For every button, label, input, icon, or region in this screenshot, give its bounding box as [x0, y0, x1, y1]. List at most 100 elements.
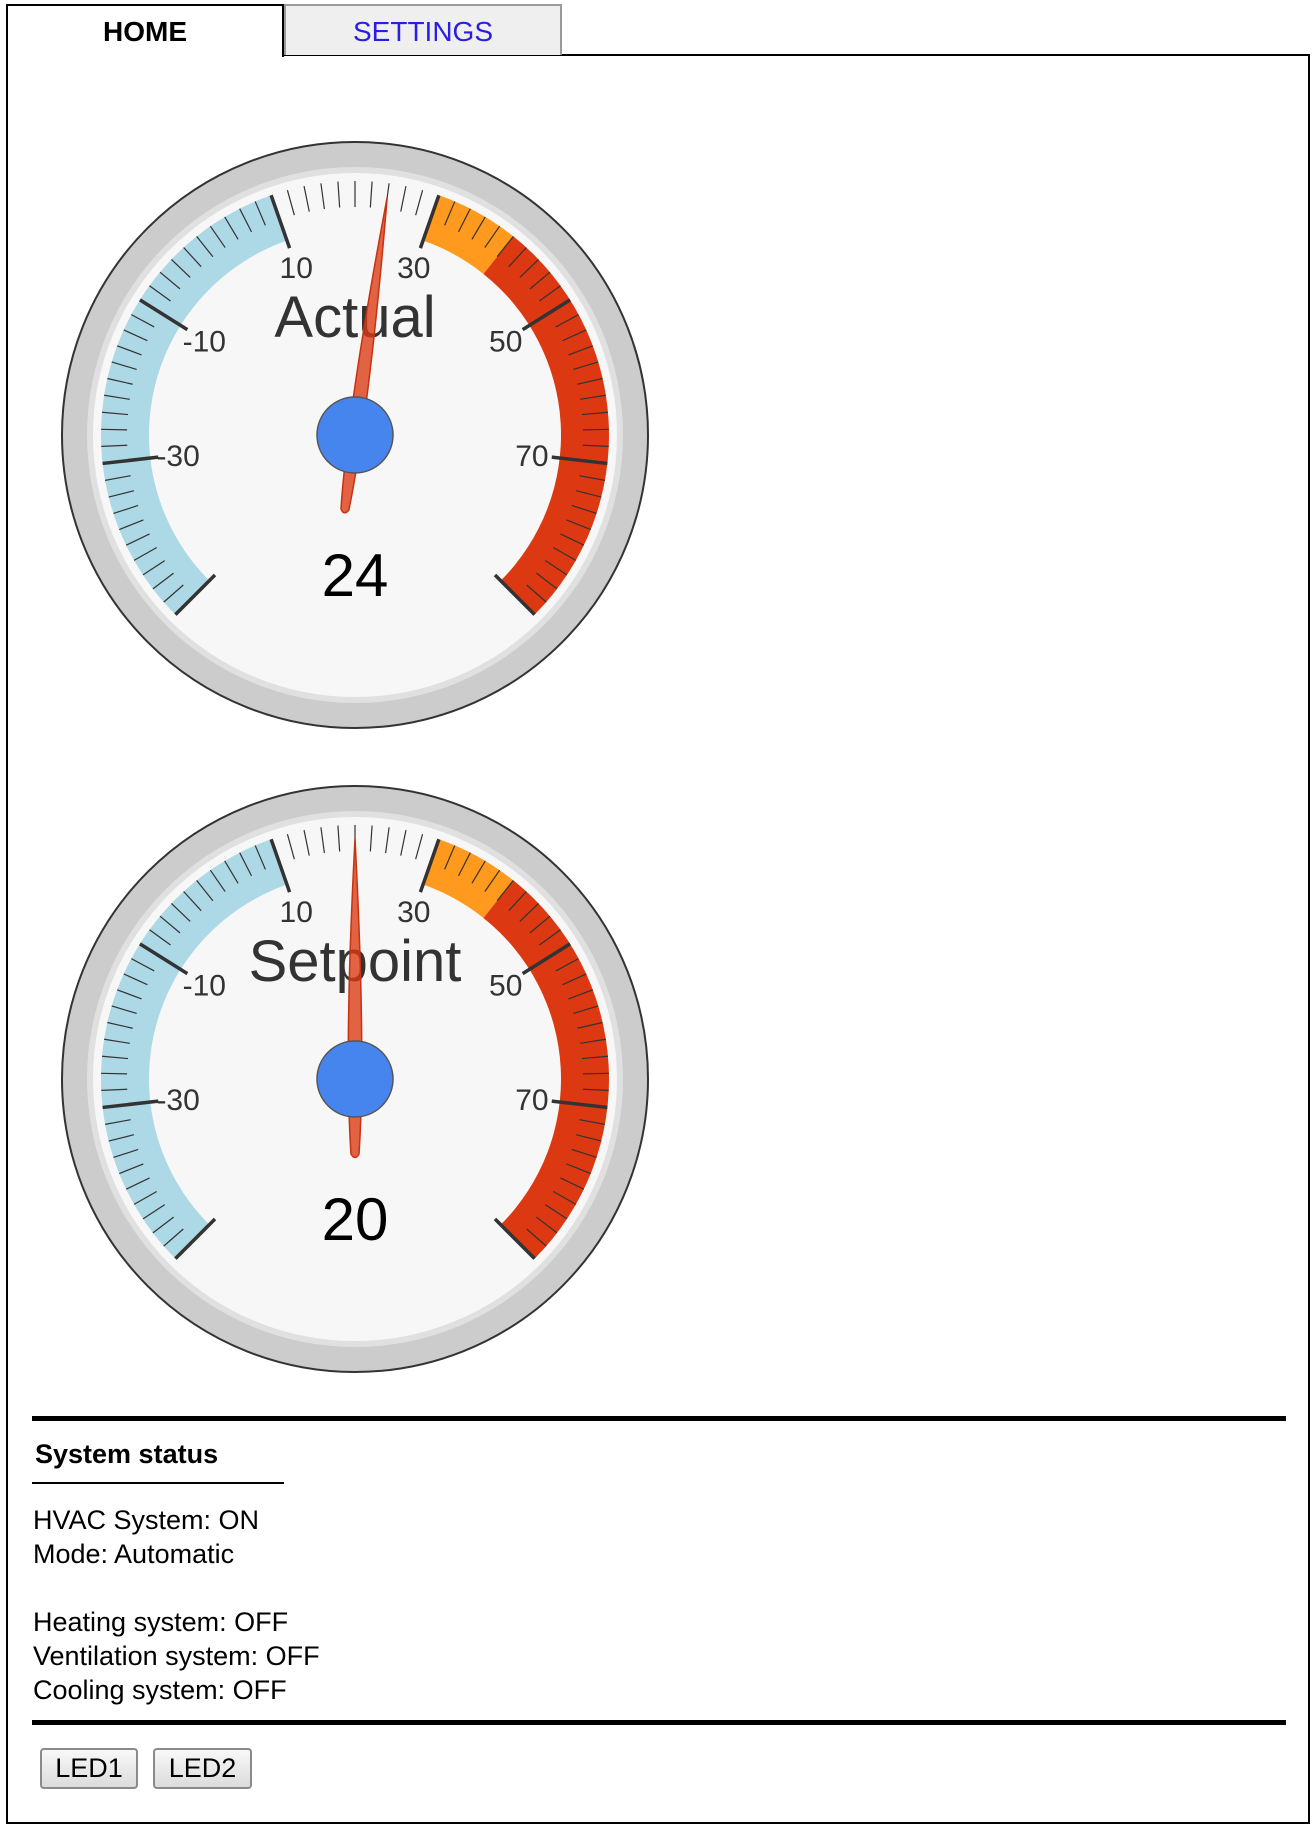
- minor-tick: [131, 958, 155, 972]
- hvac-status: HVAC System: ON: [33, 1505, 260, 1535]
- tick-label: 50: [489, 325, 522, 358]
- tab-home[interactable]: HOME: [6, 4, 284, 57]
- minor-tick: [104, 1119, 131, 1125]
- divider: [32, 1416, 1286, 1421]
- major-tick: [269, 838, 292, 893]
- minor-tick: [562, 973, 587, 986]
- color-band: [483, 236, 609, 615]
- major-tick: [493, 573, 536, 616]
- minor-tick: [149, 929, 171, 946]
- major-tick: [418, 194, 441, 249]
- tick-label: 10: [280, 896, 313, 929]
- major-tick: [174, 1217, 217, 1260]
- minor-tick: [152, 1216, 174, 1234]
- tab-settings[interactable]: SETTINGS: [284, 4, 562, 55]
- minor-tick: [123, 329, 148, 342]
- minor-tick: [444, 845, 456, 870]
- minor-tick: [544, 1204, 568, 1220]
- tick-label: -30: [156, 440, 199, 473]
- minor-tick: [582, 411, 609, 416]
- minor-tick: [104, 475, 131, 481]
- minor-tick: [107, 377, 133, 385]
- minor-tick: [415, 189, 424, 216]
- minor-tick: [183, 891, 202, 912]
- minor-tick: [573, 361, 599, 371]
- minor-tick: [113, 1148, 139, 1159]
- minor-tick: [116, 345, 142, 356]
- minor-tick: [536, 1216, 558, 1234]
- minor-tick: [254, 201, 266, 226]
- minor-tick: [101, 1088, 128, 1091]
- tick-label: -10: [183, 325, 226, 358]
- minor-tick: [170, 259, 191, 278]
- gauge-value: 20: [322, 1186, 389, 1253]
- minor-tick: [560, 1177, 585, 1190]
- minor-tick: [536, 572, 558, 590]
- actual-gauge: -30 -10 10 30 50 70 Actual 24: [61, 141, 649, 729]
- minor-tick: [337, 181, 341, 208]
- needle-hub: [316, 396, 394, 474]
- minor-tick: [320, 827, 325, 854]
- minor-tick: [496, 880, 514, 902]
- minor-tick: [575, 490, 602, 498]
- major-tick: [551, 455, 608, 466]
- minor-tick: [125, 533, 150, 546]
- minor-tick: [369, 825, 373, 852]
- major-tick: [139, 298, 189, 332]
- minor-tick: [239, 852, 253, 877]
- minor-tick: [582, 444, 609, 447]
- led2-button[interactable]: LED2: [153, 1748, 252, 1789]
- minor-tick: [196, 236, 214, 258]
- tick-label: -10: [183, 969, 226, 1002]
- minor-tick: [152, 572, 174, 590]
- minor-tick: [579, 1119, 606, 1125]
- minor-tick: [471, 216, 486, 240]
- major-tick: [493, 1217, 536, 1260]
- major-tick: [174, 573, 217, 616]
- minor-tick: [526, 1228, 547, 1247]
- minor-tick: [579, 475, 606, 481]
- minor-tick: [142, 560, 166, 576]
- minor-tick: [529, 271, 551, 290]
- minor-tick: [582, 1072, 609, 1075]
- minor-tick: [529, 915, 551, 934]
- minor-tick: [539, 285, 561, 302]
- minor-tick: [104, 394, 130, 400]
- minor-tick: [125, 1177, 150, 1190]
- minor-tick: [111, 361, 137, 371]
- minor-tick: [209, 225, 226, 248]
- minor-tick: [239, 208, 253, 233]
- system-status-title: System status: [35, 1439, 219, 1469]
- minor-tick: [133, 1190, 157, 1205]
- ventilation-status: Ventilation system: OFF: [33, 1641, 320, 1671]
- tick-label: 70: [515, 1084, 548, 1117]
- minor-tick: [575, 1134, 602, 1142]
- minor-tick: [568, 989, 594, 1000]
- major-tick: [269, 194, 292, 249]
- minor-tick: [369, 181, 373, 208]
- minor-tick: [159, 271, 181, 290]
- minor-tick: [555, 314, 579, 328]
- led1-button[interactable]: LED1: [40, 1748, 138, 1789]
- minor-tick: [108, 1134, 135, 1142]
- minor-tick: [562, 329, 587, 342]
- mode-status: Mode: Automatic: [33, 1539, 235, 1569]
- minor-tick: [101, 444, 128, 447]
- tick-label: 70: [515, 440, 548, 473]
- minor-tick: [553, 546, 577, 561]
- minor-tick: [566, 1163, 591, 1175]
- minor-tick: [560, 533, 585, 546]
- tick-label: 30: [397, 896, 430, 929]
- gauge-value: 24: [322, 542, 389, 609]
- minor-tick: [544, 560, 568, 576]
- minor-tick: [111, 1005, 137, 1015]
- color-band: [483, 880, 609, 1259]
- minor-tick: [119, 1163, 144, 1175]
- color-band: [423, 839, 514, 918]
- minor-tick: [254, 845, 266, 870]
- major-tick: [551, 1099, 608, 1110]
- minor-tick: [582, 428, 609, 431]
- minor-tick: [123, 973, 148, 986]
- minor-tick: [224, 216, 239, 240]
- minor-tick: [104, 1038, 130, 1044]
